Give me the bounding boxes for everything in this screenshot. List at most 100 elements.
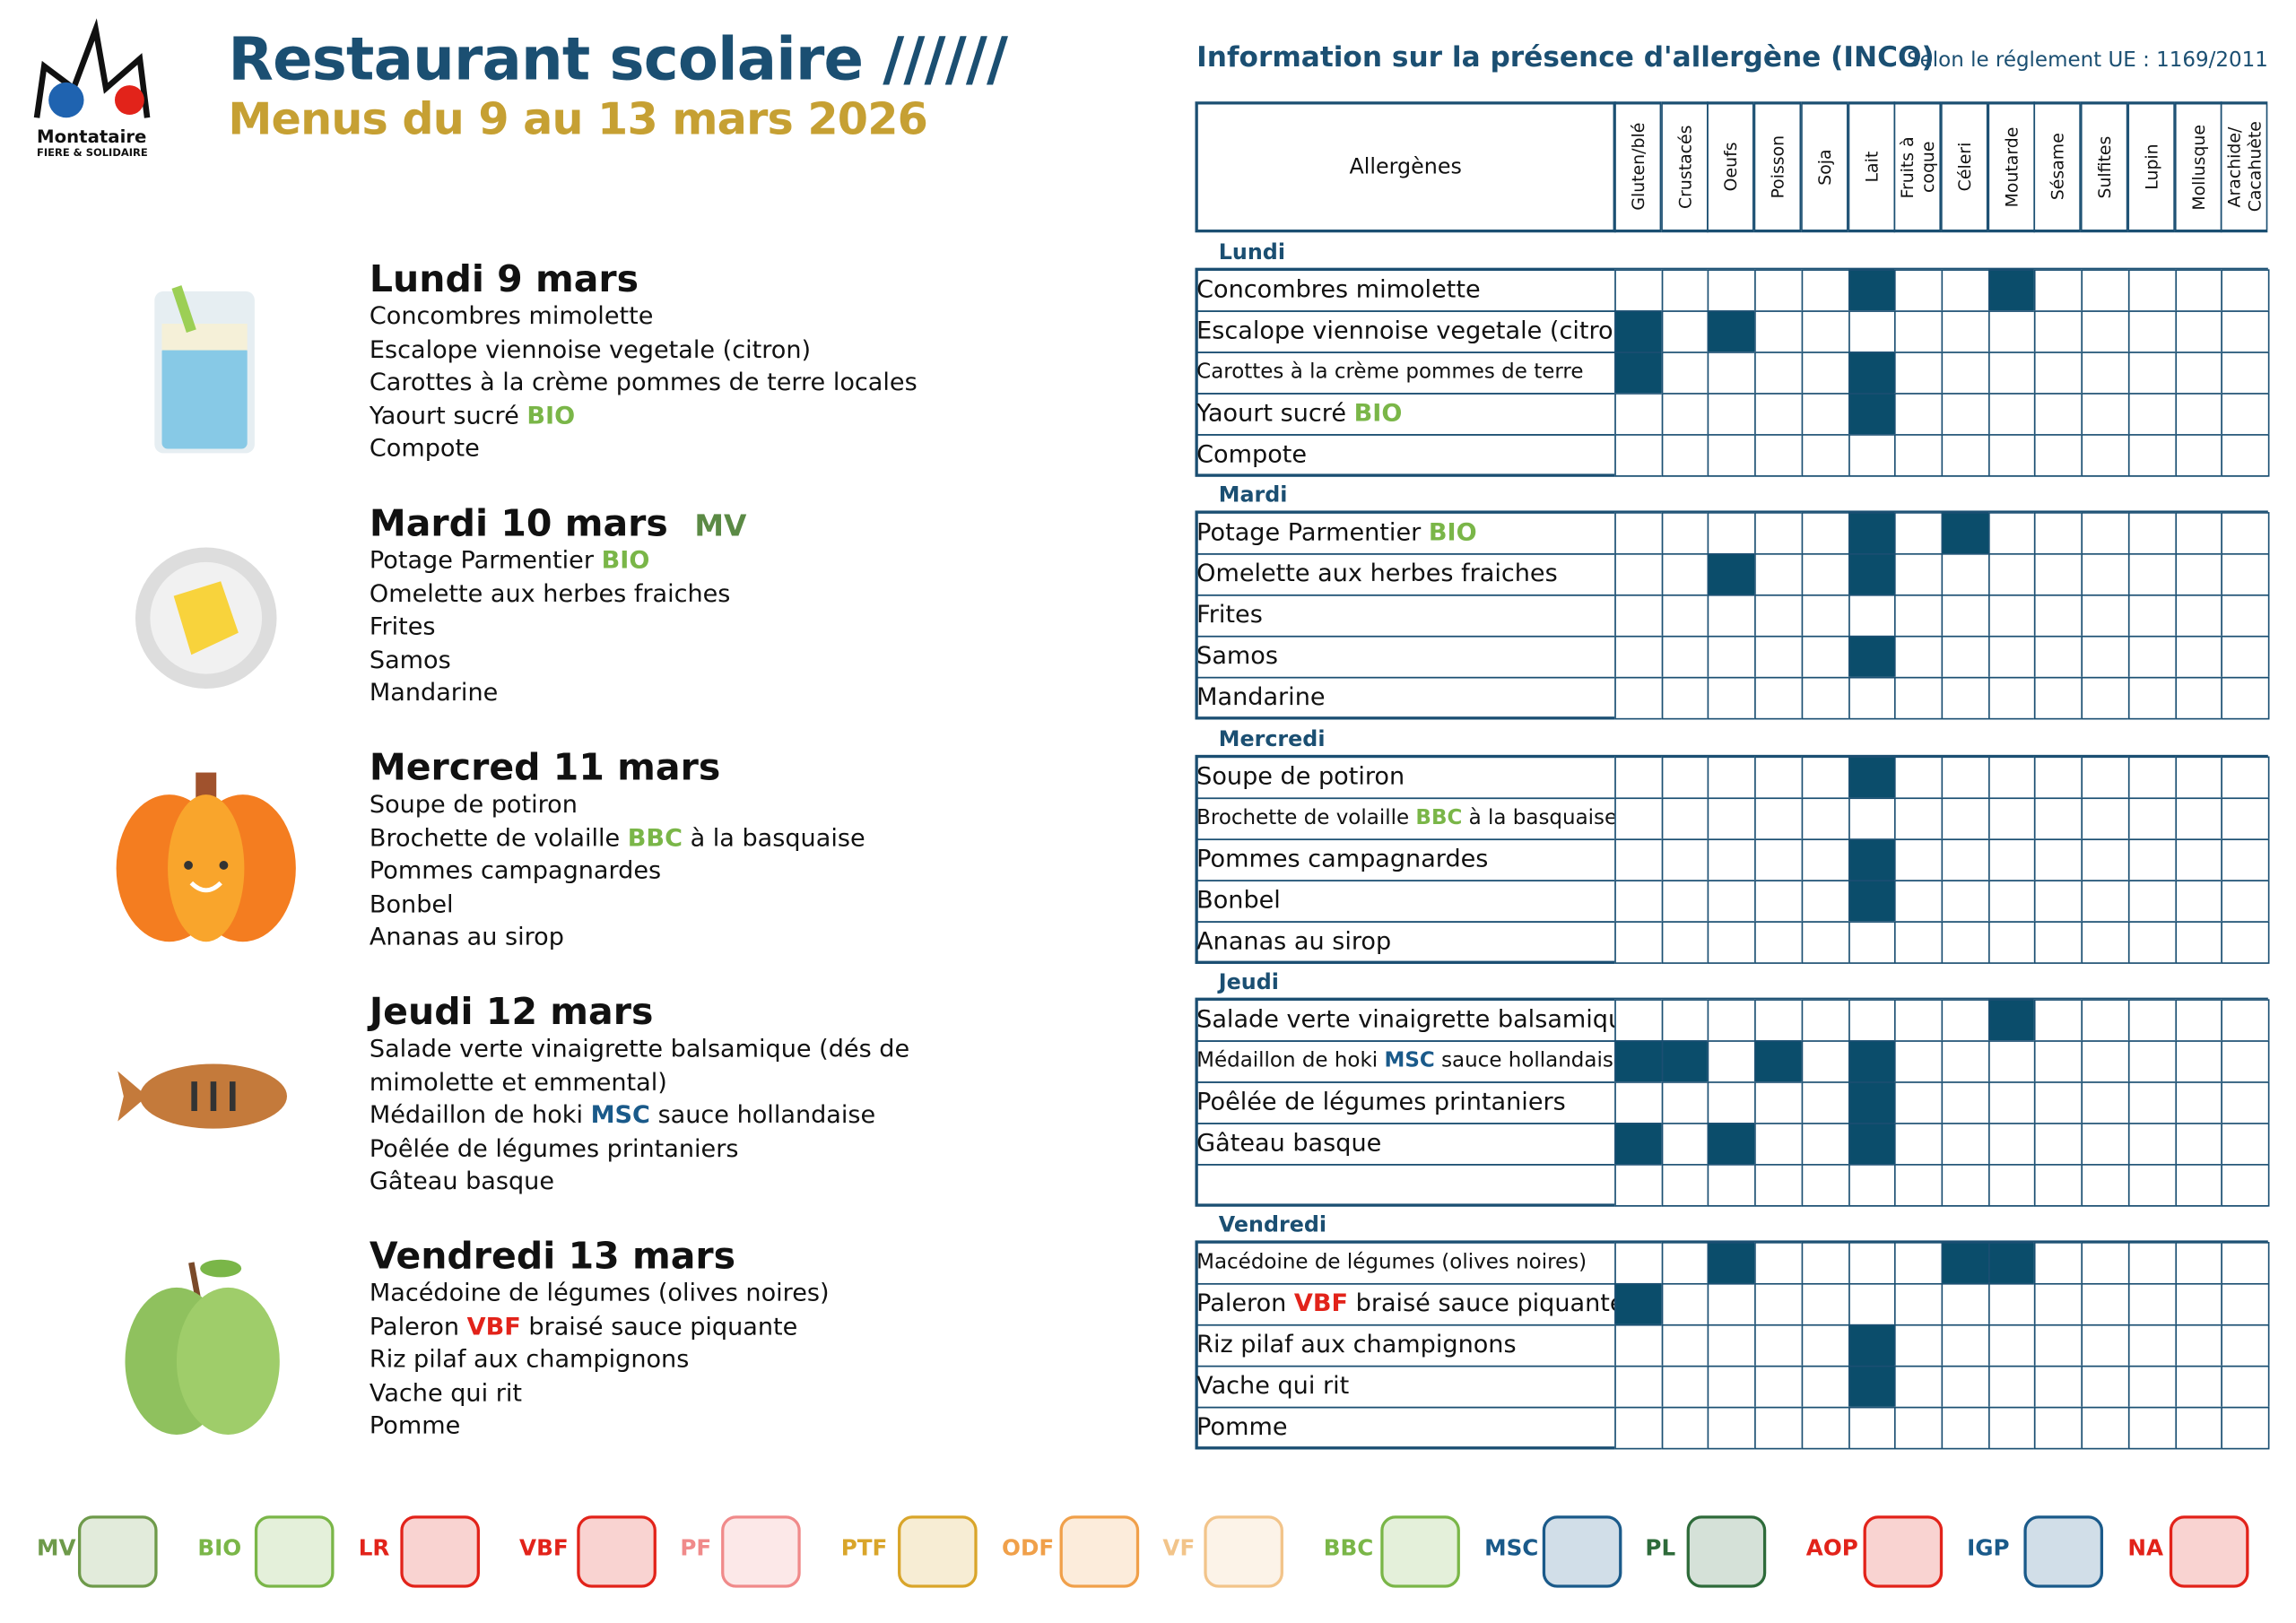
allergen-cell (2127, 595, 2177, 638)
dish-row: Potage Parmentier BIO (1196, 513, 1476, 554)
allergen-cell (2081, 434, 2130, 477)
allergen-cell (1614, 1407, 1663, 1450)
allergen-cell (2221, 1407, 2270, 1450)
day-name: Jeudi 12 mars (369, 990, 654, 1034)
dish: Escalope viennoise vegetale (citron) (370, 334, 1017, 367)
allergen-header: Lupin (2127, 101, 2175, 233)
allergen-cell (2221, 1081, 2270, 1124)
dish-row: Pomme (1196, 1407, 1287, 1448)
allergen-cell (1894, 1242, 1944, 1285)
allergen-header: Moutarde (1987, 101, 2035, 233)
allergen-cell (2034, 1242, 2083, 1285)
allergen-cell (1708, 755, 1756, 799)
allergen-cell (1801, 796, 1850, 840)
dish-list: Concombres mimolette Escalope viennoise v… (370, 300, 1017, 466)
dish-text: Riz pilaf aux champignons (369, 1344, 690, 1374)
allergen-cell (1614, 512, 1663, 556)
dish-text: Médaillon de hoki (369, 1100, 584, 1129)
allergen-cell (2081, 269, 2130, 312)
allergen-cell (2081, 1407, 2130, 1450)
allergen-cell (2034, 677, 2083, 720)
allergen-cell (2221, 879, 2270, 923)
day-title: Mardi 10 mars MV (370, 502, 747, 545)
allergen-cell (1848, 310, 1897, 353)
dish-text: Pommes campagnardes (369, 856, 662, 885)
city-tagline: FIERE & SOLIDAIRE (37, 147, 148, 160)
allergen-cell (1708, 1122, 1756, 1166)
allergen-cell (1848, 838, 1897, 881)
allergen-cell (1661, 553, 1709, 597)
allergen-cell (2221, 512, 2270, 556)
allergen-cell (1801, 269, 1850, 312)
dish: Brochette de volaille BBC à la basquaise (370, 822, 1017, 855)
dish-text: Salade verte vinaigrette balsamique (dés… (369, 1034, 910, 1096)
plate-icon (135, 547, 277, 690)
label-tag: BIO (1428, 518, 1477, 547)
allergen-cell (1801, 1081, 1850, 1124)
allergen-cell (1941, 1283, 1990, 1326)
allergen-cell (1801, 512, 1850, 556)
allergen-cell (1614, 352, 1663, 395)
allergen-cell (1941, 838, 1990, 881)
section-day: Jeudi (1218, 970, 1279, 995)
dish-text: Poêlée de légumes printaniers (1196, 1087, 1566, 1115)
allergen-cell (2127, 269, 2177, 312)
allergen-cell (1941, 269, 1990, 312)
allergen-cell (2174, 1242, 2223, 1285)
allergen-cell (1941, 1081, 1990, 1124)
allergen-header: Céleri (1941, 101, 1988, 233)
allergen-cell (1754, 512, 1804, 556)
allergen-cell (1708, 1366, 1756, 1409)
legend-label: BIO (197, 1534, 242, 1562)
allergen-cell (1661, 1366, 1709, 1409)
dish-text: Yaourt sucré (1196, 398, 1347, 427)
allergen-cell (1941, 553, 1990, 597)
allergen-cell (2221, 1242, 2270, 1285)
allergen-cell (1987, 838, 2037, 881)
allergen-cell (1708, 838, 1756, 881)
legend-logo (77, 1515, 158, 1588)
allergen-cell (1708, 269, 1756, 312)
dish-text: Soupe de potiron (369, 790, 578, 819)
allergen-cell (1987, 999, 2037, 1042)
allergen-cell (1941, 796, 1990, 840)
allergen-cell (1661, 920, 1709, 964)
allergen-cell (1987, 796, 2037, 840)
allergen-cell (1754, 755, 1804, 799)
allergen-cell (2081, 920, 2130, 964)
allergen-cell (1754, 310, 1804, 353)
allergen-cell (2221, 1163, 2270, 1207)
dish-text: sauce hollandaise (657, 1100, 876, 1129)
allergen-cell (1661, 879, 1709, 923)
header-cell: Allergènes (1195, 101, 1616, 233)
allergen-cell (1894, 595, 1944, 638)
dish: Yaourt sucré BIO (370, 400, 1017, 433)
allergen-cell (2127, 1242, 2177, 1285)
allergen-cell (1708, 1283, 1756, 1326)
allergen-cell (1708, 796, 1756, 840)
allergen-cell (2081, 1242, 2130, 1285)
allergen-cell (2034, 269, 2083, 312)
allergen-cell (1754, 1407, 1804, 1450)
allergen-cell (2127, 999, 2177, 1042)
dish: Potage Parmentier BIO (370, 544, 1017, 577)
allergen-cell (2221, 393, 2270, 436)
allergen-cell (2174, 269, 2223, 312)
allergen-cell (2174, 1366, 2223, 1409)
dish-row: Frites (1196, 595, 1263, 636)
day-title: Mercred 11 mars (370, 746, 720, 789)
dish-text: Omelette aux herbes fraiches (1196, 560, 1558, 588)
allergen-cell (1848, 512, 1897, 556)
allergen-cell (2034, 1122, 2083, 1166)
allergen-cell (1661, 1040, 1709, 1083)
allergen-cell (1941, 352, 1990, 395)
allergen-cell (1848, 1163, 1897, 1207)
allergen-cell (1848, 352, 1897, 395)
allergen-cell (1708, 310, 1756, 353)
allergen-cell (2081, 1163, 2130, 1207)
dish-text: Soupe de potiron (1196, 761, 1405, 790)
allergen-cell (2081, 755, 2130, 799)
allergen-cell (1614, 1324, 1663, 1367)
allergen-cell (1848, 1081, 1897, 1124)
allergen-cell (1754, 393, 1804, 436)
